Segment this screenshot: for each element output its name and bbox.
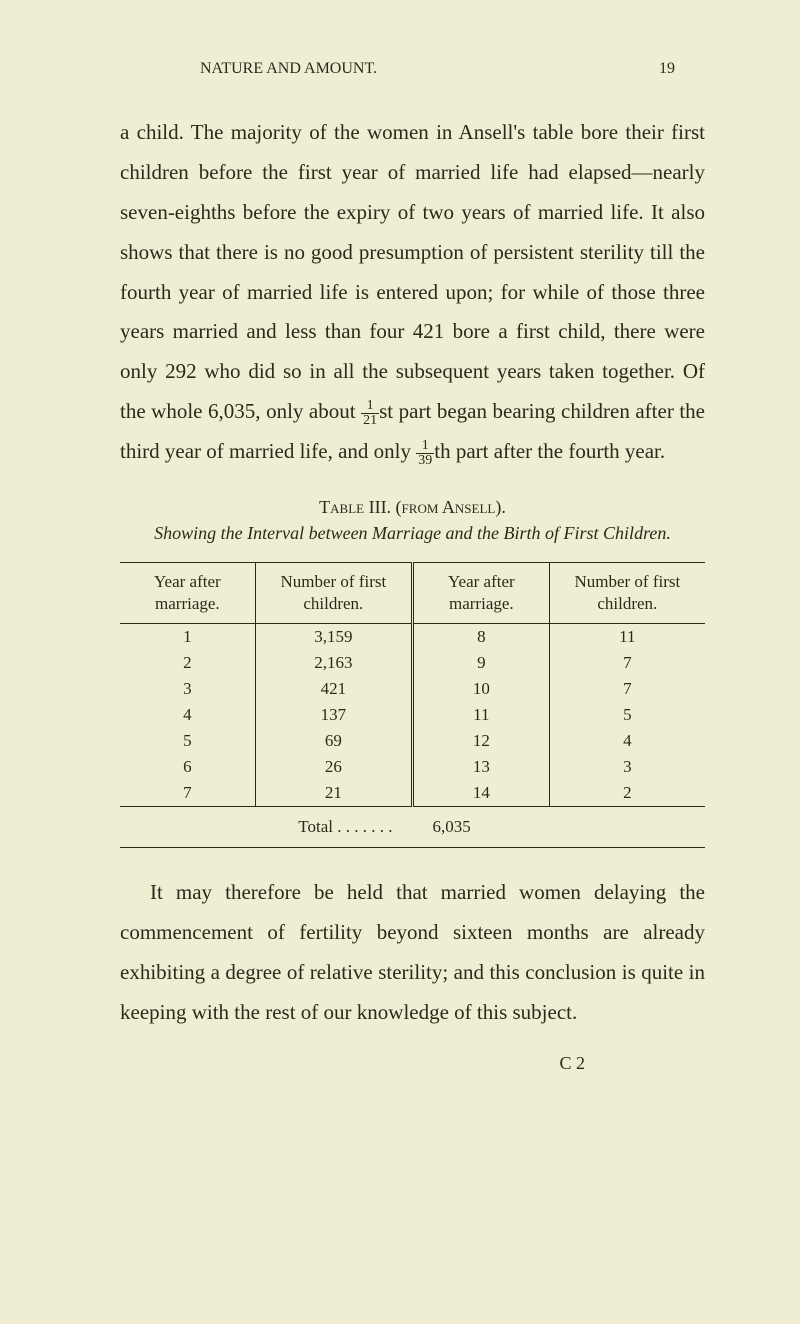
cell: 13	[412, 754, 549, 780]
cell: 3,159	[255, 624, 412, 651]
cell: 21	[255, 780, 412, 807]
th-num-1: Number of first children.	[255, 563, 412, 624]
fraction-1: 121	[361, 399, 379, 428]
cell: 10	[412, 676, 549, 702]
cell: 14	[412, 780, 549, 807]
paragraph-2: It may therefore be held that married wo…	[120, 873, 705, 1033]
cell: 9	[412, 650, 549, 676]
cell: 2,163	[255, 650, 412, 676]
table-subtitle: Showing the Interval between Marriage an…	[120, 523, 705, 544]
cell: 69	[255, 728, 412, 754]
cell: 5	[549, 702, 705, 728]
table-row: 2 2,163 9 7	[120, 650, 705, 676]
cell: 11	[412, 702, 549, 728]
fraction-2: 139	[416, 439, 434, 468]
cell: 7	[549, 676, 705, 702]
data-table: Year after marriage. Number of first chi…	[120, 562, 705, 848]
cell: 12	[412, 728, 549, 754]
table-row: 1 3,159 8 11	[120, 624, 705, 651]
total-value: 6,035	[412, 807, 705, 848]
table-caption: Table III. (from Ansell).	[120, 497, 705, 518]
cell: 4	[120, 702, 255, 728]
table-header-row: Year after marriage. Number of first chi…	[120, 563, 705, 624]
cell: 2	[120, 650, 255, 676]
cell: 11	[549, 624, 705, 651]
paragraph-1: a child. The majority of the women in An…	[120, 113, 705, 472]
table-row: 7 21 14 2	[120, 780, 705, 807]
table-total-row: Total . . . . . . . 6,035	[120, 807, 705, 848]
table-row: 3 421 10 7	[120, 676, 705, 702]
page-number: 19	[659, 60, 675, 78]
table-body: 1 3,159 8 11 2 2,163 9 7 3 421 10 7 4 13…	[120, 624, 705, 848]
table-row: 6 26 13 3	[120, 754, 705, 780]
cell: 4	[549, 728, 705, 754]
para1-text-c: th part after the fourth year.	[434, 439, 665, 463]
cell: 5	[120, 728, 255, 754]
cell: 7	[120, 780, 255, 807]
cell: 3	[120, 676, 255, 702]
cell: 8	[412, 624, 549, 651]
cell: 2	[549, 780, 705, 807]
frac1-den: 21	[361, 414, 379, 428]
total-label: Total . . . . . . .	[120, 807, 412, 848]
cell: 7	[549, 650, 705, 676]
signature-mark: C 2	[120, 1053, 705, 1074]
header-title: NATURE AND AMOUNT.	[200, 60, 377, 78]
frac1-num: 1	[361, 399, 379, 414]
th-num-2: Number of first children.	[549, 563, 705, 624]
th-year-1: Year after marriage.	[120, 563, 255, 624]
table-row: 5 69 12 4	[120, 728, 705, 754]
cell: 6	[120, 754, 255, 780]
cell: 137	[255, 702, 412, 728]
th-year-2: Year after marriage.	[412, 563, 549, 624]
table-row: 4 137 11 5	[120, 702, 705, 728]
cell: 1	[120, 624, 255, 651]
page-header: NATURE AND AMOUNT. 19	[120, 60, 705, 78]
frac2-den: 39	[416, 454, 434, 468]
frac2-num: 1	[416, 439, 434, 454]
para1-text-a: a child. The majority of the women in An…	[120, 120, 705, 423]
para2-text: It may therefore be held that married wo…	[120, 880, 705, 1024]
cell: 26	[255, 754, 412, 780]
cell: 421	[255, 676, 412, 702]
cell: 3	[549, 754, 705, 780]
